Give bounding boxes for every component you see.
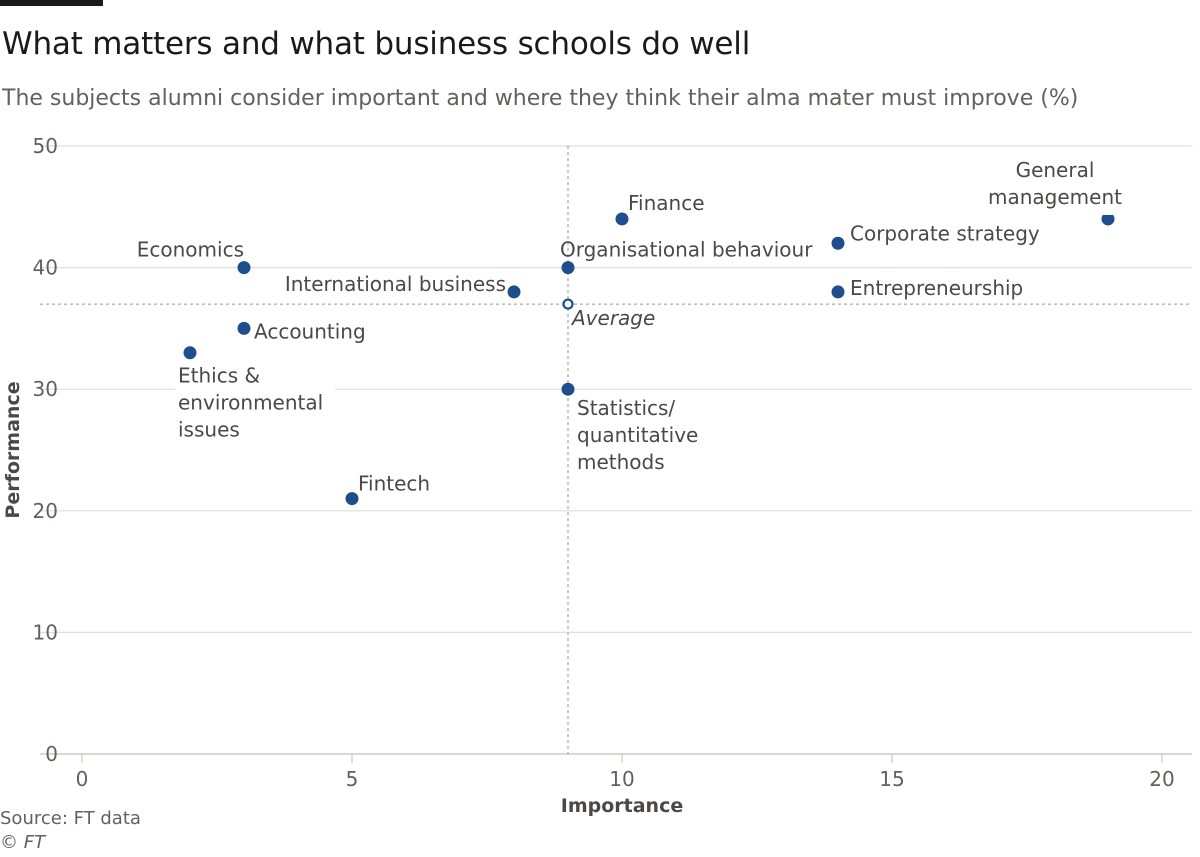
y-tick-label: 50 [33,134,58,158]
data-point [507,285,521,299]
point-labels: Economics Accounting Ethics & environmental… [137,154,1130,496]
copyright-note: © FT [0,832,46,853]
top-accent-rule [0,0,103,6]
y-tick-label: 30 [33,377,58,401]
point-label: Finance [628,191,705,215]
point-label: Fintech [358,472,430,496]
data-point [561,382,575,396]
y-axis-title: Performance [2,381,24,518]
y-tick-label: 0 [45,742,58,766]
chart-subtitle: The subjects alumni consider important a… [2,86,1079,111]
x-axis-title: Importance [561,795,683,817]
data-point [1101,212,1115,226]
x-tick-label: 20 [1149,767,1174,791]
x-tick-label: 15 [879,767,904,791]
average-label: Average [570,306,655,330]
point-label: Entrepreneurship [850,276,1023,300]
source-note: Source: FT data [0,808,141,829]
data-points [183,212,1115,506]
x-tick-label: 5 [346,767,359,791]
data-point [831,236,845,250]
point-label: Statistics/quantitative methods [577,396,698,474]
chart-title: What matters and what business schools d… [2,26,751,62]
data-point [615,212,629,226]
data-point [831,285,845,299]
label-background [175,360,335,448]
data-point [237,321,251,335]
point-label: Organisational behaviour [560,238,813,262]
data-point [561,261,575,275]
point-label: General management [988,158,1122,209]
axis-ticks: 0 10 20 30 40 50 0 5 10 15 20 [33,134,1175,791]
point-label: Ethics & environmental issues [178,364,323,442]
point-label: Corporate strategy [850,221,1040,245]
y-tick-label: 10 [33,620,58,644]
point-label: Economics [137,238,244,262]
gridlines [40,145,1192,755]
label-background [574,393,734,481]
y-tick-label: 40 [33,256,58,280]
data-point [345,492,359,506]
point-label: Accounting [254,319,366,343]
data-point [183,346,197,360]
average-point [562,298,574,310]
x-tick-label: 0 [76,767,89,791]
y-tick-label: 20 [33,499,58,523]
point-label: International business [285,272,506,296]
data-point [237,261,251,275]
label-background [970,154,1130,215]
x-tick-label: 10 [609,767,634,791]
average-reference-lines [40,146,1192,754]
